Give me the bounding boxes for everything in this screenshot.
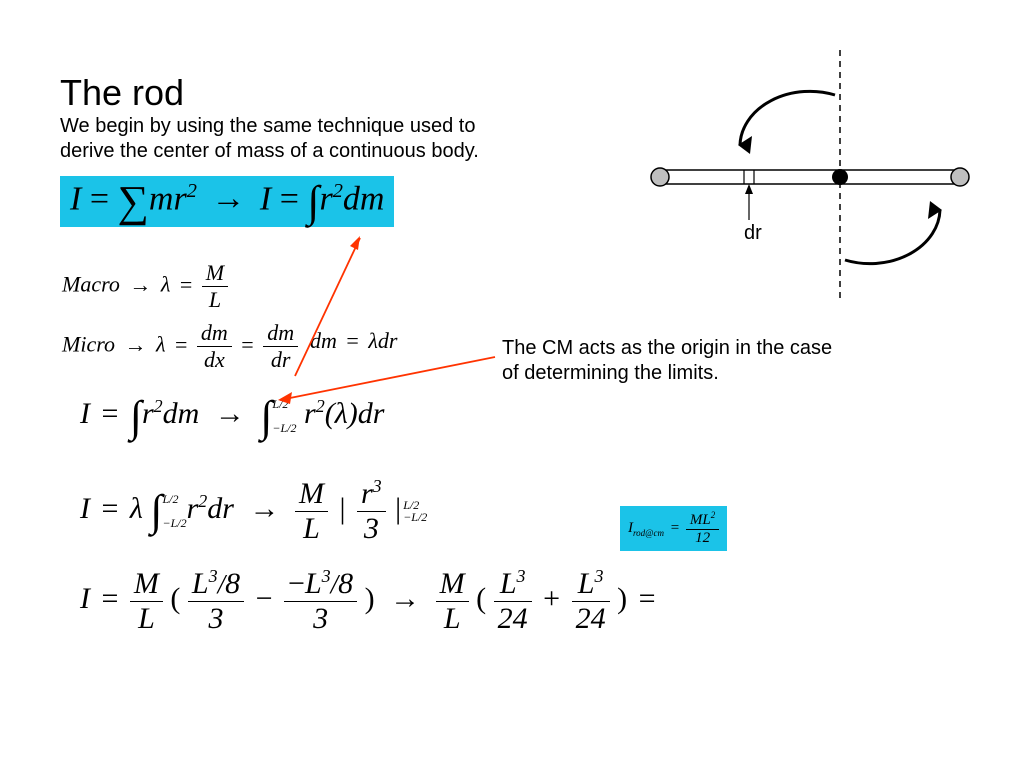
arrow-icon: → — [205, 180, 251, 217]
equation-highlight-box: I = ∑mr2 → I = ∫r2dm — [60, 176, 394, 227]
e3: 3 — [517, 566, 526, 586]
upper: L/2 — [162, 492, 178, 506]
micro-n1: dm — [197, 320, 232, 346]
macro-equation: Macro → λ = ML — [62, 260, 228, 313]
eq-dm: dm — [343, 180, 385, 217]
lambda: λ — [130, 492, 143, 525]
arrow-icon: → — [382, 582, 428, 615]
macro-label: Macro — [62, 272, 120, 297]
dr-label: dr — [744, 222, 762, 245]
eq-mr: mr — [149, 180, 187, 217]
bar: | — [393, 492, 403, 525]
three: 3 — [188, 601, 244, 636]
rp: ) — [365, 582, 375, 615]
L: L — [130, 601, 163, 636]
lower: −L/2 — [162, 516, 186, 530]
dm: dm — [163, 397, 200, 430]
r3e: 3 — [373, 476, 382, 496]
derivation-line-2: I = λ ∫L/2−L/2r2dr → ML | r33 |L/2−L/2 — [80, 476, 427, 546]
eq-exp2: 2 — [333, 180, 343, 202]
e3: 3 — [322, 566, 331, 586]
slide-title: The rod — [60, 72, 184, 114]
macro-num: M — [202, 260, 228, 286]
exp: 2 — [154, 396, 163, 416]
exp: 2 — [198, 491, 207, 511]
pointer-arrow-2 — [270, 352, 510, 412]
res-e: 2 — [711, 510, 716, 520]
L: L — [295, 511, 328, 546]
integral-icon: ∫ — [130, 399, 142, 434]
res-num: ML — [690, 512, 711, 528]
integral-icon: ∫ — [307, 184, 319, 219]
eq-r: r — [319, 180, 332, 217]
eq-sign: = — [668, 520, 682, 536]
dr: dr — [207, 492, 234, 525]
derivation-line-3: I = ML ( L3/83 − −L3/83 ) → ML ( L324 + … — [80, 566, 660, 636]
M: M — [295, 477, 328, 511]
minus: − — [288, 567, 305, 600]
eq-sign: = — [237, 332, 257, 357]
rp: ) — [617, 582, 627, 615]
L3: L — [500, 567, 517, 600]
eq-sign: = — [98, 397, 123, 430]
I: I — [80, 582, 90, 615]
result-box: Irod@cm = ML212 — [620, 506, 727, 551]
lp: ( — [476, 582, 486, 615]
M: M — [436, 567, 469, 601]
L3: L — [192, 567, 209, 600]
eq-eq2: = — [280, 180, 299, 217]
r3: r — [361, 477, 373, 510]
I: I — [80, 492, 90, 525]
intro-text: We begin by using the same technique use… — [60, 114, 510, 164]
macro-den: L — [202, 286, 228, 313]
eq-sign: = — [98, 492, 123, 525]
arrow-icon: → — [241, 492, 287, 525]
e3: 3 — [594, 566, 603, 586]
eight: 8 — [225, 567, 240, 600]
eq-I2: I — [260, 180, 271, 217]
eq-sign: = — [98, 582, 123, 615]
r: r — [187, 492, 199, 525]
I: I — [80, 397, 90, 430]
eq-final: = — [635, 582, 660, 615]
tw4: 24 — [572, 601, 610, 636]
e3: 3 — [209, 566, 218, 586]
lambda: λ — [156, 332, 166, 357]
eq-I: I — [70, 180, 81, 217]
tw4: 24 — [494, 601, 532, 636]
integral-icon: ∫ — [150, 493, 162, 528]
micro-equation: Micro → λ = dmdx = dmdr — [62, 320, 298, 373]
M: M — [130, 567, 163, 601]
eq-eq: = — [90, 180, 109, 217]
L: L — [436, 601, 469, 636]
eq-sign: = — [176, 272, 196, 297]
micro-label: Micro — [62, 332, 115, 357]
sigma-icon: ∑ — [118, 184, 149, 219]
lower: −L/2 — [272, 421, 296, 435]
three: 3 — [284, 601, 357, 636]
minus: − — [252, 582, 277, 615]
lower: −L/2 — [403, 510, 427, 524]
arrow-icon: → — [120, 332, 150, 357]
cm-origin-text: The CM acts as the origin in the case of… — [502, 336, 852, 386]
arrow-icon: → — [125, 272, 155, 297]
res-sub: rod@cm — [633, 528, 664, 538]
micro-d1: dx — [197, 346, 232, 373]
plus: + — [539, 582, 564, 615]
lp: ( — [170, 582, 180, 615]
eight: 8 — [338, 567, 353, 600]
arrow-icon: → — [207, 397, 253, 430]
L3: L — [305, 567, 322, 600]
rod-diagram — [630, 50, 990, 300]
r: r — [142, 397, 154, 430]
lambda: λ — [161, 272, 171, 297]
res-den: 12 — [686, 529, 719, 547]
eq-sign: = — [171, 332, 191, 357]
three: 3 — [357, 511, 386, 546]
bar: | — [335, 492, 349, 525]
L3: L — [578, 567, 595, 600]
eq-exp1: 2 — [187, 180, 197, 202]
